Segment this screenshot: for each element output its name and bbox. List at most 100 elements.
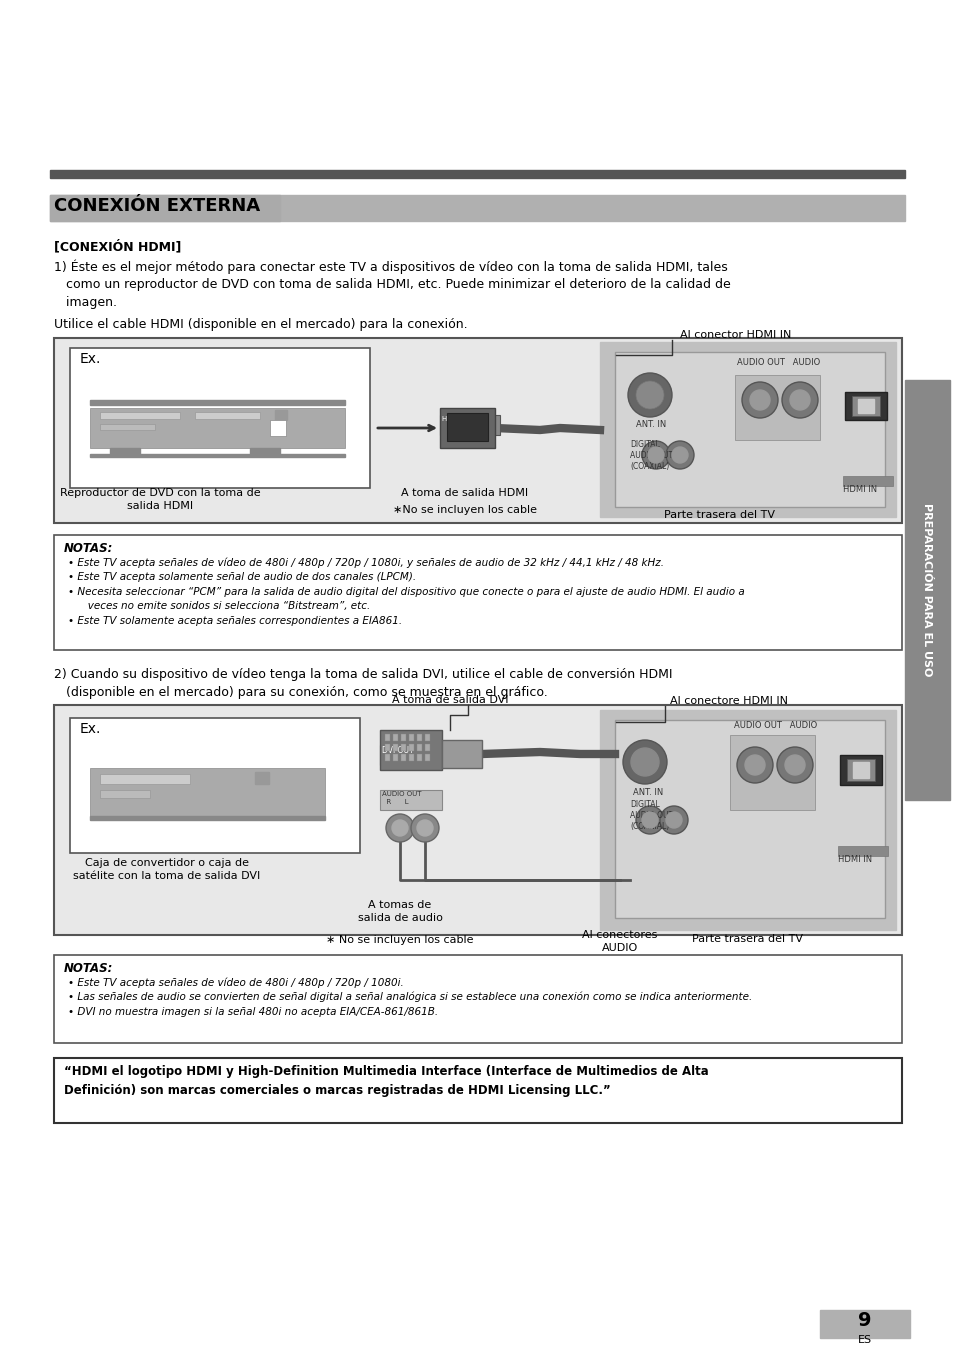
Text: Al conectore HDMI IN: Al conectore HDMI IN — [669, 696, 787, 707]
Bar — [424, 744, 430, 751]
Text: Reproductor de DVD con la toma de
salida HDMI: Reproductor de DVD con la toma de salida… — [60, 488, 260, 511]
Text: AUDIO OUT
  R      L: AUDIO OUT R L — [381, 790, 421, 804]
Text: A toma de salida DVI: A toma de salida DVI — [392, 694, 508, 705]
Bar — [844, 392, 886, 420]
Text: “HDMI el logotipo HDMI y High-Definition Multimedia Interface (Interface de Mult: “HDMI el logotipo HDMI y High-Definition… — [64, 1065, 708, 1097]
Text: HDMI IN: HDMI IN — [842, 485, 876, 494]
Circle shape — [636, 807, 663, 834]
Bar — [100, 790, 150, 798]
Text: Al conector HDMI IN: Al conector HDMI IN — [679, 330, 791, 340]
Bar — [274, 409, 287, 420]
Text: Ex.: Ex. — [80, 721, 101, 736]
Bar — [50, 195, 904, 222]
Bar — [424, 734, 430, 740]
Bar — [379, 790, 441, 811]
Bar — [90, 767, 325, 816]
Bar — [599, 342, 895, 517]
Bar — [385, 754, 390, 761]
Text: A tomas de
salida de audio: A tomas de salida de audio — [357, 900, 442, 923]
Bar — [100, 412, 180, 419]
Bar — [90, 454, 345, 457]
Text: AUDIO OUT   AUDIO: AUDIO OUT AUDIO — [733, 721, 817, 730]
Circle shape — [744, 755, 764, 775]
Text: • DVI no muestra imagen si la señal 480i no acepta EIA/CEA-861/861B.: • DVI no muestra imagen si la señal 480i… — [68, 1006, 437, 1017]
Text: PREPARACIÓN PARA EL USO: PREPARACIÓN PARA EL USO — [921, 504, 931, 677]
Circle shape — [659, 807, 687, 834]
Text: ES: ES — [857, 1335, 871, 1346]
Bar — [851, 396, 879, 416]
Bar — [615, 720, 884, 917]
Circle shape — [641, 812, 658, 828]
Bar — [379, 730, 441, 770]
Circle shape — [737, 747, 772, 784]
Bar — [54, 535, 901, 650]
Bar — [385, 744, 390, 751]
Circle shape — [641, 440, 669, 469]
Bar — [70, 717, 359, 852]
Circle shape — [411, 815, 438, 842]
Text: CONEXIÓN EXTERNA: CONEXIÓN EXTERNA — [54, 197, 260, 215]
Text: (disponible en el mercado) para su conexión, como se muestra en el gráfico.: (disponible en el mercado) para su conex… — [54, 686, 547, 698]
Bar — [439, 415, 499, 435]
Text: Al conectores
AUDIO: Al conectores AUDIO — [581, 929, 657, 954]
Circle shape — [665, 440, 693, 469]
Bar — [379, 744, 441, 765]
Text: 9: 9 — [858, 1310, 871, 1329]
Bar — [447, 413, 488, 440]
Bar — [400, 734, 406, 740]
Text: 1) Éste es el mejor método para conectar este TV a dispositivos de vídeo con la : 1) Éste es el mejor método para conectar… — [54, 259, 727, 274]
Bar — [50, 195, 280, 222]
Bar — [852, 762, 868, 778]
Text: • Necesita seleccionar “PCM” para la salida de audio digital del dispositivo que: • Necesita seleccionar “PCM” para la sal… — [68, 586, 744, 597]
Text: imagen.: imagen. — [54, 296, 117, 309]
Bar — [846, 759, 874, 781]
Bar — [409, 744, 414, 751]
Text: NOTAS:: NOTAS: — [64, 962, 113, 975]
Bar — [439, 408, 495, 449]
Text: AUDIO OUT   AUDIO: AUDIO OUT AUDIO — [737, 358, 820, 367]
Bar — [393, 734, 397, 740]
Text: Utilice el cable HDMI (disponible en el mercado) para la conexión.: Utilice el cable HDMI (disponible en el … — [54, 317, 467, 331]
Circle shape — [627, 373, 671, 417]
Bar — [734, 376, 820, 440]
Text: ∗ No se incluyen los cable: ∗ No se incluyen los cable — [326, 935, 474, 944]
Bar — [194, 412, 260, 419]
Text: • Este TV acepta señales de vídeo de 480i / 480p / 720p / 1080i.: • Este TV acepta señales de vídeo de 480… — [68, 977, 403, 988]
Bar — [842, 476, 892, 486]
Bar — [416, 754, 421, 761]
Circle shape — [665, 812, 681, 828]
Text: ∗No se incluyen los cable: ∗No se incluyen los cable — [393, 505, 537, 515]
Circle shape — [784, 755, 804, 775]
Circle shape — [781, 382, 817, 417]
Bar — [54, 1058, 901, 1123]
Text: ANT. IN: ANT. IN — [633, 788, 662, 797]
Bar — [54, 338, 901, 523]
Bar — [100, 424, 154, 430]
Text: como un reproductor de DVD con toma de salida HDMI, etc. Puede minimizar el dete: como un reproductor de DVD con toma de s… — [54, 278, 730, 290]
Bar — [409, 754, 414, 761]
Text: • Este TV acepta señales de vídeo de 480i / 480p / 720p / 1080i, y señales de au: • Este TV acepta señales de vídeo de 480… — [68, 557, 663, 567]
Text: • Este TV acepta solamente señal de audio de dos canales (LPCM).: • Este TV acepta solamente señal de audi… — [68, 571, 416, 582]
Bar — [820, 1310, 909, 1337]
Circle shape — [636, 381, 663, 409]
Text: • Este TV solamente acepta señales correspondientes a EIA861.: • Este TV solamente acepta señales corre… — [68, 616, 402, 626]
Bar — [904, 380, 949, 800]
Text: Parte trasera del TV: Parte trasera del TV — [692, 934, 802, 944]
Circle shape — [647, 447, 663, 463]
Text: 2) Cuando su dispositivo de vídeo tenga la toma de salida DVI, utilice el cable : 2) Cuando su dispositivo de vídeo tenga … — [54, 667, 672, 681]
Circle shape — [671, 447, 687, 463]
Bar — [416, 734, 421, 740]
Bar — [54, 705, 901, 935]
Bar — [400, 744, 406, 751]
Bar — [254, 771, 269, 784]
Circle shape — [392, 820, 408, 836]
Bar — [90, 408, 345, 449]
Bar — [393, 744, 397, 751]
Bar — [385, 734, 390, 740]
Circle shape — [749, 390, 769, 409]
Text: DIGITAL
AUDIO OUT
(COAXIAL): DIGITAL AUDIO OUT (COAXIAL) — [629, 440, 673, 471]
Bar — [70, 349, 370, 488]
Bar — [270, 420, 286, 436]
Bar — [110, 449, 140, 454]
Bar — [840, 755, 882, 785]
